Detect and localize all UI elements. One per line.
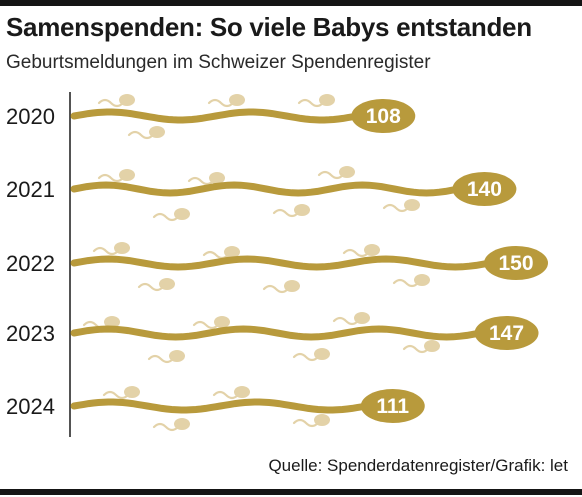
data-label-2020: 108 xyxy=(366,105,401,128)
decorative-sperm-layer xyxy=(82,94,440,432)
data-label-2023: 147 xyxy=(489,322,524,345)
decorative-sperm xyxy=(192,316,230,330)
decorative-sperm xyxy=(292,414,330,428)
y-tick-label-2024: 2024 xyxy=(6,394,55,419)
chart-subtitle: Geburtsmeldungen im Schweizer Spendenreg… xyxy=(6,52,431,73)
decorative-sperm xyxy=(97,94,135,108)
decorative-sperm xyxy=(147,350,185,364)
y-tick-label-2021: 2021 xyxy=(6,177,55,202)
decorative-sperm xyxy=(342,244,380,258)
decorative-sperm xyxy=(187,172,225,186)
decorative-sperm xyxy=(212,386,250,400)
bar-head-2023 xyxy=(474,316,539,350)
decorative-sperm xyxy=(382,199,420,213)
data-label-2021: 140 xyxy=(467,178,502,201)
decorative-sperm xyxy=(152,208,190,222)
year-labels: 2020 2021 2022 2023 2024 xyxy=(6,104,55,419)
bars-layer: 108 140 150 147 111 xyxy=(70,99,548,423)
decorative-sperm xyxy=(332,312,370,326)
decorative-sperm xyxy=(392,274,430,288)
bar-tail-2020 xyxy=(70,108,361,124)
decorative-sperm xyxy=(292,348,330,362)
decorative-sperm xyxy=(127,126,165,140)
bar-tail-2021 xyxy=(70,181,462,197)
y-tick-label-2023: 2023 xyxy=(6,321,55,346)
decorative-sperm xyxy=(92,242,130,256)
decorative-sperm xyxy=(297,94,335,108)
decorative-sperm xyxy=(137,278,175,292)
bar-head-2020 xyxy=(351,99,416,133)
bar-tail-2023 xyxy=(70,325,484,341)
bar-head-2021 xyxy=(452,172,517,206)
data-label-2024: 111 xyxy=(376,395,409,418)
bar-head-2022 xyxy=(484,246,548,280)
decorative-sperm xyxy=(97,169,135,183)
decorative-sperm xyxy=(402,340,440,354)
top-rule xyxy=(0,0,582,6)
decorative-sperm xyxy=(317,166,355,180)
data-label-2022: 150 xyxy=(498,252,533,275)
decorative-sperm xyxy=(207,94,245,108)
bottom-rule xyxy=(0,489,582,495)
y-tick-label-2022: 2022 xyxy=(6,251,55,276)
bar-tail-2022 xyxy=(70,255,494,271)
decorative-sperm xyxy=(262,280,300,294)
decorative-sperm xyxy=(102,386,140,400)
bar-tail-2024 xyxy=(70,398,371,414)
bar-head-2024 xyxy=(360,389,425,423)
chart-title: Samenspenden: So viele Babys entstanden xyxy=(6,12,532,42)
y-tick-label-2020: 2020 xyxy=(6,104,55,129)
decorative-sperm xyxy=(152,418,190,432)
decorative-sperm xyxy=(272,204,310,218)
source-credit: Quelle: Spenderdatenregister/Grafik: let xyxy=(268,456,568,475)
